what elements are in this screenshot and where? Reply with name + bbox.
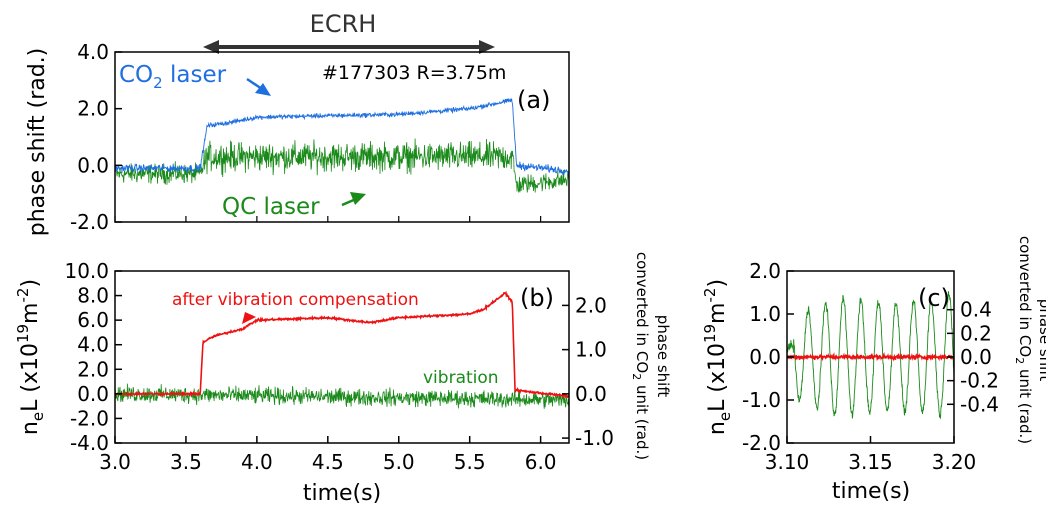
x-tick-label: 3.15 — [848, 450, 893, 474]
y-tick-label: 0.0 — [77, 153, 109, 177]
y2-tick-label: -1.0 — [575, 426, 614, 450]
x-tick-label: 4.0 — [241, 450, 273, 474]
panel-b: -4.0-2.00.02.04.06.08.010.0 -1.00.01.02.… — [14, 252, 672, 506]
compensated-trace — [786, 352, 955, 362]
y-tick-label: 4.0 — [77, 333, 109, 357]
compensated-trace — [114, 290, 570, 399]
panel-a-y-ticks: -2.0 0.0 2.0 4.0 — [70, 40, 542, 234]
y-tick-label: 0.0 — [749, 345, 781, 369]
x-tick-label: 3.5 — [170, 450, 202, 474]
x-tick-label: 5.5 — [454, 450, 486, 474]
ecrh-arrow-right-head — [479, 40, 495, 54]
co2-pointer-arrow — [246, 77, 271, 96]
panel-c-y-ticks: -2.0 -1.0 0.0 1.0 2.0 — [742, 259, 794, 455]
x-tick-label: 6.0 — [525, 450, 557, 474]
x-tick-label: 3.0 — [99, 450, 131, 474]
y2-tick-label: 1.0 — [575, 338, 607, 362]
y2-tick-label: -0.2 — [960, 369, 999, 393]
y-tick-label: 1.0 — [749, 302, 781, 326]
panel-a-traces — [114, 98, 570, 194]
y-tick-label: -4.0 — [70, 431, 109, 455]
y2-tick-label: 0.2 — [960, 321, 992, 345]
after-vibration-label: after vibration compensation — [172, 290, 419, 310]
y-tick-label: 2.0 — [749, 259, 781, 283]
co2-laser-label: CO2 laser — [119, 62, 227, 92]
shot-info: #177303 R=3.75m — [322, 62, 506, 84]
panel-c-y2label-line1: phase shift — [1036, 299, 1046, 382]
y-tick-label: -2.0 — [70, 406, 109, 430]
panel-a-ylabel: phase shift (rad.) — [25, 48, 50, 237]
ecrh-arrow-left-head — [203, 40, 219, 54]
panel-c-label: (c) — [918, 284, 950, 312]
y-tick-label: -2.0 — [742, 431, 781, 455]
vibration-trace — [786, 291, 955, 420]
panel-b-x-ticks: 3.0 3.5 4.0 4.5 5.0 5.5 6.0 — [99, 436, 557, 474]
co2-laser-trace — [114, 98, 570, 176]
vibration-label: vibration — [423, 368, 499, 388]
panel-b-traces — [114, 290, 570, 409]
ecrh-annotation: ECRH — [203, 10, 495, 54]
y-tick-label: 2.0 — [77, 97, 109, 121]
x-tick-label: 5.0 — [383, 450, 415, 474]
panel-c-x-ticks: 3.10 3.15 3.20 — [765, 436, 977, 474]
panel-a-label: (a) — [517, 86, 550, 114]
panel-b-y2label-line2: converted in CO2 unit (rad.) — [630, 252, 651, 460]
y2-tick-label: 0.0 — [575, 382, 607, 406]
panel-c-xlabel: time(s) — [832, 479, 910, 504]
panel-a-frame — [114, 51, 570, 223]
panel-c: -2.0-1.00.01.02.0 -0.4-0.20.00.20.4 3.10… — [701, 236, 1046, 504]
qc-pointer-arrow — [341, 192, 366, 207]
x-tick-label: 3.20 — [932, 450, 977, 474]
red-pointer-arrow — [242, 312, 256, 324]
qc-laser-trace — [114, 138, 570, 194]
panel-b-label: (b) — [520, 284, 554, 312]
y2-tick-label: -0.4 — [960, 392, 999, 416]
panel-c-y2-ticks: -0.4-0.20.00.20.4 — [947, 298, 999, 416]
y-tick-label: 6.0 — [77, 308, 109, 332]
panel-c-traces — [786, 291, 955, 420]
y-tick-label: -2.0 — [70, 210, 109, 234]
y2-tick-label: 0.4 — [960, 298, 992, 322]
y-tick-label: -1.0 — [742, 388, 781, 412]
vibration-trace — [114, 383, 570, 409]
panel-b-y2label-line1: phase shift — [654, 315, 672, 398]
y-tick-label: 0.0 — [77, 382, 109, 406]
panel-b-xlabel: time(s) — [303, 481, 381, 506]
ecrh-label: ECRH — [310, 10, 377, 38]
y-tick-label: 8.0 — [77, 284, 109, 308]
panel-b-frame — [114, 270, 570, 444]
y-tick-label: 4.0 — [77, 40, 109, 64]
panel-b-y-ticks: -4.0-2.00.02.04.06.08.010.0 — [64, 259, 122, 455]
x-tick-label: 4.5 — [312, 450, 344, 474]
panel-a: -2.0 0.0 2.0 4.0 phase shift (rad.) (a) #17… — [25, 40, 570, 237]
y2-tick-label: 2.0 — [575, 293, 607, 317]
panel-c-y2label-line2: converted in CO2 unit (rad.) — [1013, 236, 1034, 444]
x-tick-label: 3.10 — [765, 450, 810, 474]
panel-b-ylabel: neL (x1019m-2) — [14, 279, 47, 435]
y-tick-label: 10.0 — [64, 259, 109, 283]
panel-b-y2-ticks: -1.0 0.0 1.0 2.0 — [562, 293, 614, 450]
y-tick-label: 2.0 — [77, 357, 109, 381]
y2-tick-label: 0.0 — [960, 345, 992, 369]
panel-c-ylabel: neL (x1019m-2) — [701, 279, 734, 435]
qc-laser-label: QC laser — [222, 194, 320, 220]
